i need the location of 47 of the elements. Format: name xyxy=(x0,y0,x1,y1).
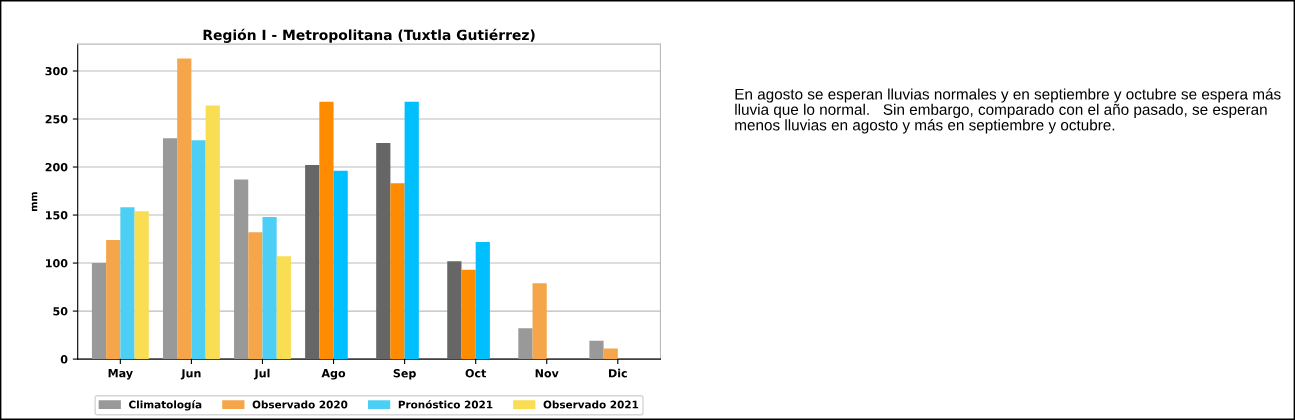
bar xyxy=(248,232,263,360)
legend-label: Climatología xyxy=(129,399,202,411)
bar xyxy=(91,263,107,360)
bar xyxy=(106,240,121,360)
y-tick-label: 0 xyxy=(60,355,68,364)
bar xyxy=(589,340,604,360)
y-tick-label: 50 xyxy=(53,307,68,316)
bar xyxy=(205,105,220,360)
x-tick-label: Nov xyxy=(535,369,559,378)
x-tick-label: May xyxy=(108,369,133,380)
y-axis-title: mm xyxy=(31,192,38,211)
x-tick-label: Ago xyxy=(321,369,346,380)
bar xyxy=(305,165,320,360)
bar xyxy=(404,101,419,360)
bar xyxy=(120,207,135,360)
bar xyxy=(234,179,249,360)
bar xyxy=(603,348,618,360)
chart-title: Región I - Metropolitana (Tuxtla Gutiérrez) xyxy=(203,28,535,43)
y-tick-label: 150 xyxy=(46,211,68,220)
bar xyxy=(518,328,533,360)
bar xyxy=(333,170,348,360)
bar xyxy=(461,269,476,360)
y-tick-label: 100 xyxy=(46,259,68,268)
legend-label: Observado 2021 xyxy=(543,400,639,409)
legend-label: Observado 2020 xyxy=(252,400,348,409)
x-tick-label: Dic xyxy=(609,368,627,378)
bar xyxy=(162,138,178,360)
text: En agosto se esperan lluvias normales y en septiembre y octubre se espera más lluvia que lo normal. Sin embargo, comparado con el año pasado, se esperan menos lluvias en agosto y más en septiembre y octubre. xyxy=(735,88,1281,134)
legend-label: Pronóstico 2021 xyxy=(398,399,493,409)
y-tick-label: 200 xyxy=(45,163,68,172)
x-tick-label: Jun xyxy=(180,369,201,380)
bar xyxy=(376,143,391,360)
bar xyxy=(447,261,462,360)
bar xyxy=(276,256,291,360)
bar xyxy=(390,183,405,360)
bar xyxy=(134,211,149,360)
bar xyxy=(532,283,547,360)
bar xyxy=(191,140,206,360)
x-tick-label: Jul xyxy=(253,368,270,380)
y-tick-label: 250 xyxy=(45,114,68,124)
bar xyxy=(262,216,277,360)
bar xyxy=(319,101,334,360)
bar xyxy=(475,241,490,360)
x-tick-label: Sep xyxy=(393,369,416,380)
y-tick-label: 300 xyxy=(45,66,68,76)
x-tick-label: Oct xyxy=(465,369,487,378)
bar xyxy=(177,58,192,360)
